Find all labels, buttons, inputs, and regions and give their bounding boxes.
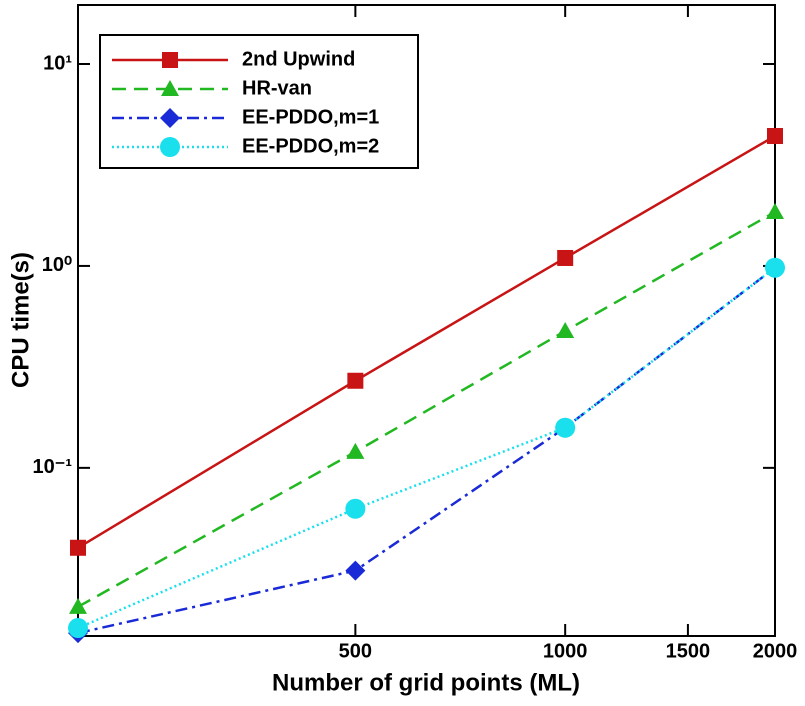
legend-label: 2nd Upwind bbox=[242, 48, 355, 70]
series-line bbox=[78, 266, 775, 630]
y-tick-label: 10⁻¹ bbox=[33, 456, 73, 478]
legend-label: EE-PDDO,m=1 bbox=[242, 106, 379, 128]
plot-frame bbox=[77, 4, 776, 637]
x-tick-label: 500 bbox=[339, 640, 372, 662]
marker bbox=[160, 108, 180, 128]
marker bbox=[555, 417, 576, 438]
marker bbox=[557, 249, 574, 266]
marker bbox=[345, 560, 366, 581]
marker bbox=[346, 442, 365, 459]
series-line bbox=[78, 210, 775, 608]
marker bbox=[160, 137, 180, 157]
marker bbox=[766, 202, 784, 219]
marker bbox=[70, 539, 86, 556]
legend-label: EE-PDDO,m=2 bbox=[242, 135, 379, 157]
x-tick-label: 1500 bbox=[666, 640, 711, 662]
marker bbox=[767, 128, 783, 145]
marker bbox=[345, 498, 366, 519]
legend-label: HR-van bbox=[242, 77, 312, 99]
series-line bbox=[78, 134, 775, 549]
marker bbox=[69, 597, 87, 614]
x-tick-label: 1000 bbox=[543, 640, 588, 662]
series-line bbox=[78, 266, 775, 635]
marker bbox=[347, 372, 364, 389]
x-axis-label: Number of grid points (ML) bbox=[272, 669, 580, 696]
y-axis-label: CPU time(s) bbox=[7, 252, 34, 388]
marker bbox=[162, 52, 178, 68]
y-tick-label: 10¹ bbox=[43, 52, 72, 74]
y-tick-label: 10⁰ bbox=[42, 254, 72, 276]
marker bbox=[161, 80, 179, 96]
marker bbox=[765, 257, 785, 278]
marker bbox=[556, 322, 575, 339]
x-tick-label: 2000 bbox=[753, 640, 798, 662]
marker bbox=[68, 618, 88, 639]
